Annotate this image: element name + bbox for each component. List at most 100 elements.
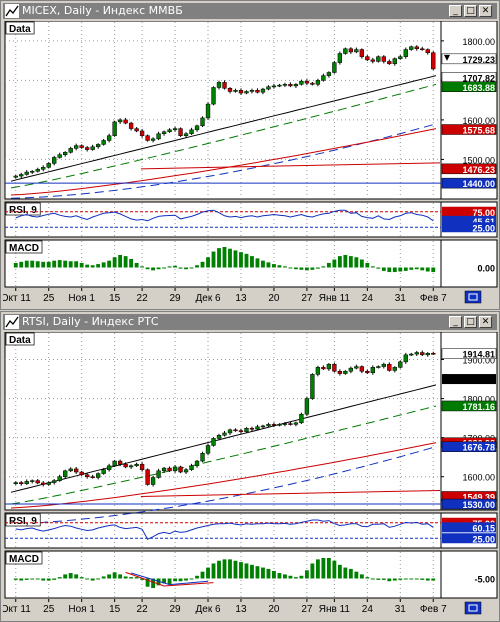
macd-bar (189, 267, 194, 269)
macd-bar (96, 578, 101, 580)
macd-bar (398, 578, 403, 580)
macd-bar (370, 578, 375, 580)
macd-bar (348, 256, 353, 268)
scroll-end-button[interactable] (464, 601, 482, 615)
scroll-end-bg (464, 601, 482, 615)
close-button[interactable]: ✕ (479, 316, 492, 328)
macd-bar (134, 262, 139, 268)
candle-up (106, 135, 112, 141)
sma-blue-line (10, 446, 437, 525)
macd-bar (431, 578, 436, 581)
candle-down (387, 61, 392, 65)
x-tick-label: 15 (109, 604, 121, 615)
macd-bar (425, 578, 430, 581)
candle-up (183, 469, 189, 473)
price-tag-label: 1575.68 (462, 126, 495, 136)
macd-bar (277, 265, 282, 268)
candle-down (84, 474, 90, 477)
macd-bar (90, 265, 95, 268)
minimize-button[interactable]: _ (449, 5, 462, 17)
candle-up (68, 468, 73, 472)
micex-titlebar[interactable]: MICEX, Daily - Индекс ММВБ _ □ ✕ (3, 3, 497, 19)
candle-up (321, 75, 326, 81)
macd-bar (239, 252, 243, 268)
macd-bar (85, 264, 90, 268)
candle-up (74, 145, 79, 149)
candle-up (370, 367, 375, 374)
y-tick-label: 1600.00 (462, 473, 495, 483)
candle-up (57, 476, 62, 481)
macd-bar (392, 578, 397, 581)
macd-bar (326, 262, 331, 268)
candle-up (348, 367, 354, 372)
candle-up (30, 171, 35, 173)
macd-bar (283, 574, 287, 579)
candle-up (101, 469, 106, 474)
macd-bar (288, 575, 293, 579)
candle-up (211, 438, 216, 446)
candle-up (106, 465, 112, 470)
candle-up (277, 424, 282, 426)
macd-bar (74, 261, 79, 268)
macd-bar (13, 578, 18, 580)
candle-up (46, 482, 51, 485)
macd-bar (299, 575, 304, 579)
macd-bar (63, 260, 68, 268)
price-tag: 1530.00 (441, 498, 497, 510)
x-tick-label: 24 (362, 293, 374, 304)
minimize-button[interactable]: _ (449, 316, 462, 328)
candle-up (354, 49, 359, 53)
candle-up (282, 423, 288, 425)
rsi-pane-label-group: RSI, 9 (5, 513, 41, 527)
x-tick-label: 31 (395, 604, 407, 615)
candle-up (205, 445, 211, 454)
x-tick-label: 27 (301, 293, 313, 304)
macd-bar (321, 266, 326, 268)
macd-bar (233, 250, 238, 268)
red-level-line (140, 489, 441, 497)
price-tag-label: 1707.82 (462, 73, 495, 83)
rtsi-titlebar[interactable]: RTSI, Daily - Индекс РТС _ □ ✕ (3, 314, 497, 330)
rsi-pane-label: RSI, 9 (9, 516, 37, 527)
price-tag-label: 1781.16 (462, 402, 495, 412)
candle-down (431, 52, 436, 70)
candle-up (266, 86, 271, 90)
candle-down (337, 370, 343, 374)
macd-bar (206, 567, 210, 579)
macd-bar (162, 578, 166, 584)
macd-bar (145, 578, 150, 587)
candle-up (398, 361, 403, 368)
candle-up (13, 482, 18, 484)
x-tick-label: 29 (169, 604, 181, 615)
sma-red-line (10, 442, 437, 509)
macd-bar (354, 571, 359, 579)
macd-bar (255, 258, 260, 268)
macd-bar (63, 574, 68, 579)
candle-up (249, 90, 255, 92)
y-tick-label: 1600.00 (462, 116, 495, 126)
candle-down (381, 56, 386, 62)
price-pane-label-group: Data (5, 332, 35, 346)
rsi-line (15, 519, 434, 540)
rsi-tag-bg (442, 522, 496, 533)
sma-red-line (10, 128, 437, 196)
macd-bar (46, 578, 51, 581)
macd-bar (167, 578, 172, 584)
close-button[interactable]: ✕ (479, 5, 492, 17)
rsi-tag: 60.15 (442, 522, 496, 533)
macd-bar (200, 261, 205, 268)
scroll-end-button[interactable] (464, 290, 482, 304)
maximize-button[interactable]: □ (464, 316, 477, 328)
macd-bar (129, 258, 134, 268)
macd-bar (244, 563, 249, 579)
candle-down (123, 463, 128, 468)
macd-bar (96, 264, 101, 268)
candle-up (326, 72, 332, 76)
macd-bar (107, 574, 112, 579)
candle-down (332, 363, 337, 372)
maximize-button[interactable]: □ (464, 5, 477, 17)
price-pane-label: Data (9, 335, 31, 346)
macd-bar (315, 267, 320, 269)
x-tick-label: Ноя 1 (68, 604, 95, 615)
macd-bar (370, 266, 375, 268)
